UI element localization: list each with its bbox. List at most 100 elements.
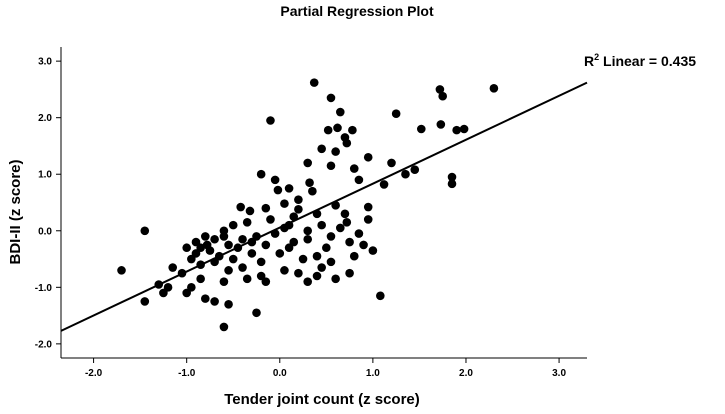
data-point [238,263,247,272]
data-point [410,165,420,175]
data-point [342,138,352,148]
y-tick-label: -2.0 [35,339,53,350]
data-point [219,232,229,241]
data-point [335,107,345,117]
data-point [294,268,303,278]
data-point [303,226,313,236]
data-point [317,144,326,154]
y-tick-label: 2.0 [38,113,52,124]
y-tick-label: -1.0 [35,283,53,294]
data-point [401,169,410,179]
data-point [359,240,368,250]
data-point [303,158,313,168]
r-squared-superscript: 2 [594,52,599,62]
data-point [349,164,359,173]
data-points [117,78,499,332]
data-point [228,254,238,264]
data-point [247,249,257,258]
data-point [219,322,229,332]
data-point [191,249,201,258]
data-point [242,217,252,227]
data-point [117,266,126,275]
data-point [326,232,336,241]
r-squared-prefix: R [584,53,594,69]
x-tick-label: 0.0 [273,368,287,379]
y-tick-label: 3.0 [38,57,52,68]
data-point [331,274,340,284]
data-point [242,274,252,284]
data-point [238,234,247,244]
data-point [447,172,457,182]
data-point [489,83,499,93]
data-point [228,220,238,230]
x-tick-label: 2.0 [459,368,473,379]
data-point [322,243,331,253]
data-point [354,229,364,238]
data-point [159,288,168,298]
data-point [438,91,447,101]
data-point [326,257,336,267]
x-tick-label: 1.0 [366,368,380,379]
data-point [345,268,354,278]
data-point [308,186,317,196]
data-point [435,85,445,94]
data-point [245,206,255,216]
data-point [224,299,233,309]
data-point [363,215,373,224]
data-point [345,237,354,247]
data-point [210,297,219,306]
data-point [387,158,396,168]
r-squared-value: Linear = 0.435 [599,53,696,69]
data-point [331,147,340,156]
x-tick-label: -2.0 [85,368,103,379]
data-point [333,123,342,133]
data-point [284,243,294,253]
data-point [261,277,271,286]
data-point [294,204,303,214]
data-point [317,263,326,272]
data-point [163,283,173,292]
data-point [266,215,275,224]
data-point [305,178,314,188]
chart-title: Partial Regression Plot [280,3,434,19]
data-point [224,240,233,250]
data-point [354,175,364,185]
regression-line [60,81,588,332]
data-point [303,277,313,286]
data-point [416,124,426,134]
y-tick-label: 1.0 [38,170,52,181]
data-point [376,291,385,301]
data-point [379,180,389,189]
data-point [317,220,326,230]
data-point [261,203,271,213]
data-point [187,283,196,292]
data-point [323,125,333,135]
data-point [201,294,210,303]
data-point [436,120,446,129]
data-point [202,240,212,250]
data-point [348,125,357,135]
data-point [459,124,469,134]
data-point [303,234,313,244]
data-point [280,266,289,275]
data-point [275,249,285,258]
r-squared-label: R2 Linear = 0.435 [584,52,696,69]
data-point [289,237,299,247]
data-point [201,232,210,241]
data-point [261,240,271,250]
x-axis-label: Tender joint count (z score) [224,391,420,408]
data-point [391,109,401,119]
data-point [219,277,229,286]
data-point [270,175,280,185]
data-point [256,257,266,267]
data-point [349,251,359,261]
data-point [312,271,322,281]
x-tick-label: -1.0 [178,368,196,379]
data-point [298,254,308,264]
x-ticks: -2.0 -1.0 0.0 1.0 2.0 3.0 [85,358,566,379]
y-tick-label: 0.0 [38,226,52,237]
data-point [224,266,233,275]
data-point [280,199,289,208]
data-point [266,116,275,125]
